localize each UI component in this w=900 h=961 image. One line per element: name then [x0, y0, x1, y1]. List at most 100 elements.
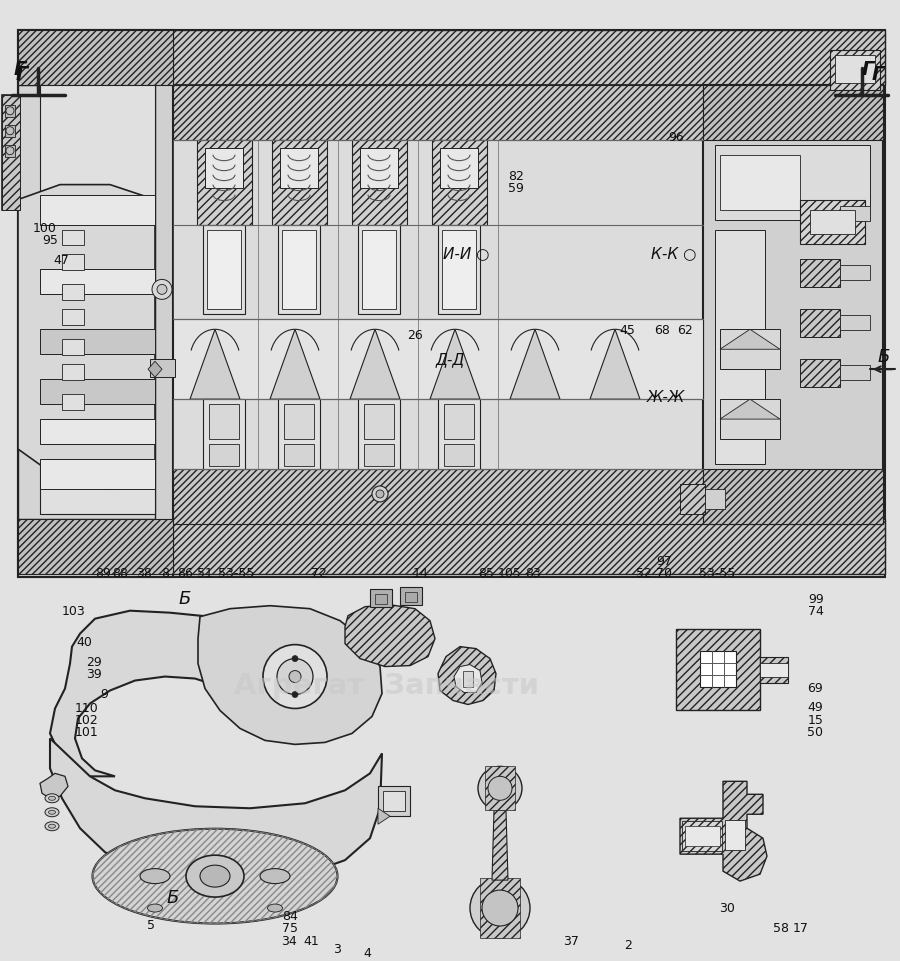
Bar — [209, 444, 239, 466]
Polygon shape — [350, 330, 400, 399]
Text: 30: 30 — [719, 901, 735, 915]
Text: 102: 102 — [75, 714, 98, 727]
Polygon shape — [345, 604, 435, 667]
Bar — [18, 519, 173, 574]
Bar — [203, 399, 245, 469]
Polygon shape — [680, 781, 767, 881]
Bar — [197, 139, 252, 225]
Text: 8: 8 — [161, 567, 168, 579]
Text: Б: Б — [878, 348, 890, 366]
Bar — [284, 405, 314, 439]
Bar — [62, 284, 84, 301]
Bar — [685, 826, 720, 847]
Polygon shape — [18, 85, 155, 519]
Bar — [62, 255, 84, 270]
Bar — [485, 766, 515, 810]
Text: 37: 37 — [563, 935, 580, 949]
Text: К-К ○: К-К ○ — [651, 247, 696, 261]
Circle shape — [157, 284, 167, 294]
Bar — [840, 315, 870, 331]
Bar — [40, 269, 155, 294]
Text: 70: 70 — [656, 567, 672, 579]
Bar — [835, 55, 875, 83]
Bar — [360, 148, 398, 187]
Bar — [272, 139, 327, 225]
Text: 4: 4 — [364, 947, 371, 960]
Polygon shape — [50, 738, 382, 882]
Text: 40: 40 — [76, 636, 93, 649]
Bar — [438, 225, 480, 314]
Bar — [18, 519, 885, 574]
Bar — [40, 459, 155, 489]
Text: 17: 17 — [793, 922, 809, 935]
Circle shape — [488, 776, 512, 801]
Bar — [2, 95, 20, 209]
Text: 69: 69 — [807, 682, 824, 695]
Text: 53-55: 53-55 — [699, 567, 735, 579]
Polygon shape — [590, 330, 640, 399]
Text: 2: 2 — [625, 939, 632, 952]
Text: 47: 47 — [53, 255, 69, 267]
Bar — [438, 399, 480, 469]
Circle shape — [6, 147, 14, 155]
Text: Г: Г — [872, 65, 884, 85]
Text: Б: Б — [179, 590, 191, 607]
Text: И-И ○: И-И ○ — [443, 247, 490, 261]
Ellipse shape — [148, 904, 163, 912]
Circle shape — [376, 490, 384, 498]
Text: 51: 51 — [197, 567, 213, 579]
Bar — [715, 145, 870, 219]
Bar — [442, 230, 476, 309]
Polygon shape — [720, 399, 780, 419]
Polygon shape — [18, 185, 155, 489]
Bar — [400, 587, 422, 604]
Bar — [18, 30, 173, 85]
Text: 88: 88 — [112, 567, 129, 579]
Circle shape — [6, 127, 14, 135]
Polygon shape — [430, 330, 480, 399]
Bar — [700, 651, 736, 686]
Polygon shape — [198, 605, 382, 745]
Polygon shape — [190, 330, 240, 399]
Bar — [370, 589, 392, 606]
Bar — [440, 148, 478, 187]
Text: 110: 110 — [75, 702, 98, 715]
Circle shape — [277, 658, 313, 695]
Text: 103: 103 — [62, 605, 86, 618]
Circle shape — [292, 692, 298, 698]
Polygon shape — [50, 610, 345, 776]
Text: Д-Д: Д-Д — [436, 352, 464, 367]
Ellipse shape — [93, 828, 338, 924]
Polygon shape — [438, 647, 496, 704]
Text: 52: 52 — [636, 567, 652, 579]
Polygon shape — [378, 808, 390, 825]
Bar — [830, 50, 880, 89]
Bar — [5, 125, 15, 136]
Bar — [209, 405, 239, 439]
Bar — [18, 30, 173, 577]
Bar — [703, 469, 883, 524]
Text: Г: Г — [861, 60, 874, 79]
Text: 97: 97 — [656, 555, 672, 569]
Text: 34: 34 — [281, 935, 297, 949]
Ellipse shape — [200, 865, 230, 887]
Text: 82: 82 — [508, 170, 524, 183]
Bar — [62, 394, 84, 410]
Text: 58: 58 — [773, 922, 789, 935]
Bar — [810, 209, 855, 234]
Ellipse shape — [45, 794, 59, 802]
Circle shape — [6, 107, 14, 114]
Bar — [5, 145, 15, 157]
Bar — [383, 791, 405, 811]
Bar — [375, 594, 387, 604]
Ellipse shape — [260, 869, 290, 883]
Bar — [840, 206, 870, 220]
Circle shape — [152, 280, 172, 300]
Polygon shape — [270, 330, 320, 399]
Text: 68: 68 — [654, 324, 670, 337]
Text: 62: 62 — [677, 324, 693, 337]
Text: 85: 85 — [478, 567, 494, 579]
Text: 9: 9 — [101, 688, 108, 701]
Bar — [444, 444, 474, 466]
Bar — [173, 469, 703, 524]
